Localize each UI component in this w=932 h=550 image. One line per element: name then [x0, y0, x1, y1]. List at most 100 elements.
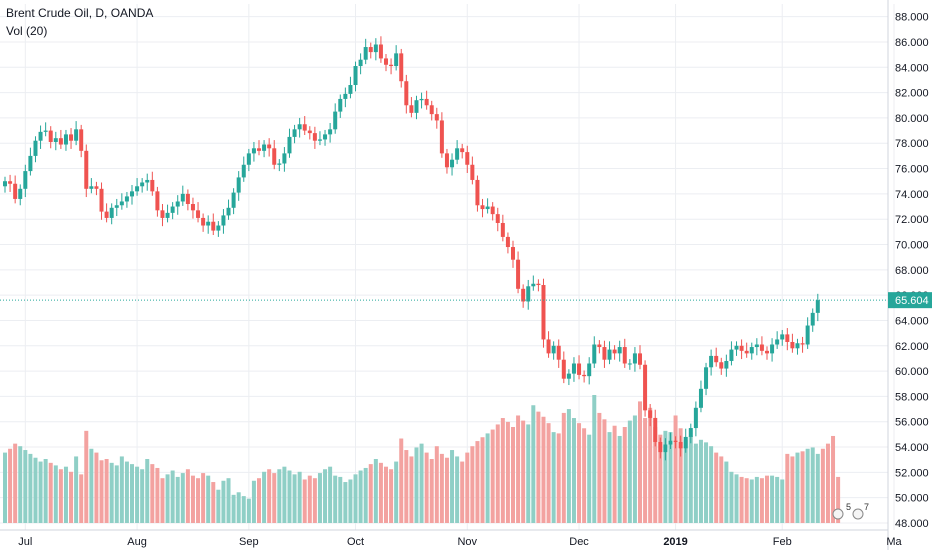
candle-body [28, 155, 33, 172]
time-tick-label: Jul [18, 536, 32, 548]
candle-body [94, 186, 99, 189]
time-axis[interactable]: Jul Aug Sep Oct Nov Dec 2019 Feb Ma [0, 529, 903, 548]
candle-body [272, 148, 277, 165]
candle-body [566, 373, 571, 379]
volume-bar [231, 494, 236, 523]
volume-bar [140, 469, 145, 523]
volume-bar [511, 427, 515, 523]
price-tick-label: 56.000 [895, 417, 929, 429]
volume-bar [109, 462, 114, 523]
candle-body [312, 133, 317, 141]
candle-body [378, 44, 383, 59]
candle-body [805, 325, 810, 345]
volume-bar [119, 456, 124, 523]
price-tick-label: 80.000 [895, 113, 929, 125]
volume-bar [58, 469, 63, 523]
candle-body [409, 105, 414, 113]
volume-bar [170, 470, 175, 523]
volume-bar [556, 433, 561, 523]
candle-body [556, 345, 561, 360]
volume-bar [500, 418, 505, 523]
volume-indicator-label[interactable]: Vol (20) [6, 24, 48, 38]
volume-bar [531, 405, 536, 523]
volume-bar [185, 469, 190, 523]
chart-title: Brent Crude Oil, D, OANDA [6, 6, 154, 20]
volume-bar [536, 411, 541, 523]
volume-bar [246, 498, 251, 523]
volume-bar [135, 466, 140, 523]
candle-body [790, 341, 795, 349]
price-tick-label: 58.000 [895, 391, 929, 403]
volume-bar [99, 460, 104, 523]
candle-body [648, 410, 653, 418]
volume-bar [678, 428, 683, 523]
candle-body [170, 206, 175, 213]
price-tick-label: 60.000 [895, 366, 929, 378]
candle-body [226, 207, 231, 216]
volume-bar [734, 474, 739, 523]
candle-body [53, 138, 58, 142]
volume-bar [307, 475, 312, 523]
time-tick-label: Ma [886, 536, 902, 548]
volume-bar [236, 492, 241, 523]
candle-body [58, 138, 63, 145]
volume-bar [749, 479, 754, 523]
candle-body [338, 98, 343, 112]
volume-bar [94, 452, 99, 523]
earnings-flag-icon[interactable] [832, 508, 844, 520]
volume-bar [653, 427, 658, 523]
candle-body [236, 177, 241, 193]
event-markers[interactable]: 5 7 [832, 502, 869, 520]
volume-bar [287, 470, 292, 523]
candle-body [343, 93, 348, 99]
candle-body [485, 206, 490, 210]
price-tick-label: 88.000 [895, 12, 929, 24]
candle-body [363, 47, 368, 60]
candle-body [765, 350, 769, 354]
volume-bar [277, 469, 282, 523]
price-tick-label: 62.000 [895, 341, 929, 353]
candle-body [602, 347, 607, 360]
volume-bar [688, 435, 693, 523]
candle-body [419, 98, 424, 101]
dividend-flag-icon[interactable] [852, 508, 864, 520]
candle-body [511, 247, 515, 260]
candle-body [282, 153, 287, 164]
volume-bar [251, 480, 256, 523]
volume-bar [754, 476, 759, 523]
candle-body [358, 59, 363, 67]
volume-bar [69, 471, 74, 523]
volume-bar [455, 456, 460, 523]
candle-body [373, 44, 378, 53]
candle-body [196, 210, 201, 218]
candle-body [399, 53, 404, 82]
volume-bar [770, 475, 775, 523]
candle-body [38, 131, 43, 141]
candle-body [3, 181, 7, 187]
volume-bar [714, 452, 719, 523]
candle-body [175, 201, 180, 207]
candle-body [23, 171, 28, 189]
candle-body [216, 225, 221, 231]
candle-body [241, 164, 246, 178]
volume-bar [114, 465, 119, 523]
candle-body [348, 85, 353, 94]
candle-body [577, 363, 582, 375]
time-tick-label: Sep [239, 536, 259, 548]
candle-body [480, 205, 485, 210]
candle-body [429, 105, 434, 115]
price-axis[interactable]: 88.000 86.000 84.000 82.000 80.000 78.000 76.0… [887, 0, 929, 550]
price-tick-label: 72.000 [895, 214, 929, 226]
time-tick-label: Oct [347, 536, 364, 548]
volume-bar [566, 409, 571, 523]
volume-bar [780, 479, 785, 523]
volume-bar [226, 478, 231, 523]
candle-body [541, 285, 546, 340]
candle-body [307, 130, 312, 134]
volume-bar [561, 412, 566, 523]
volume-bar [648, 407, 653, 523]
volume-bar [28, 453, 33, 523]
volume-bar [800, 451, 805, 523]
candle-body [251, 148, 256, 154]
